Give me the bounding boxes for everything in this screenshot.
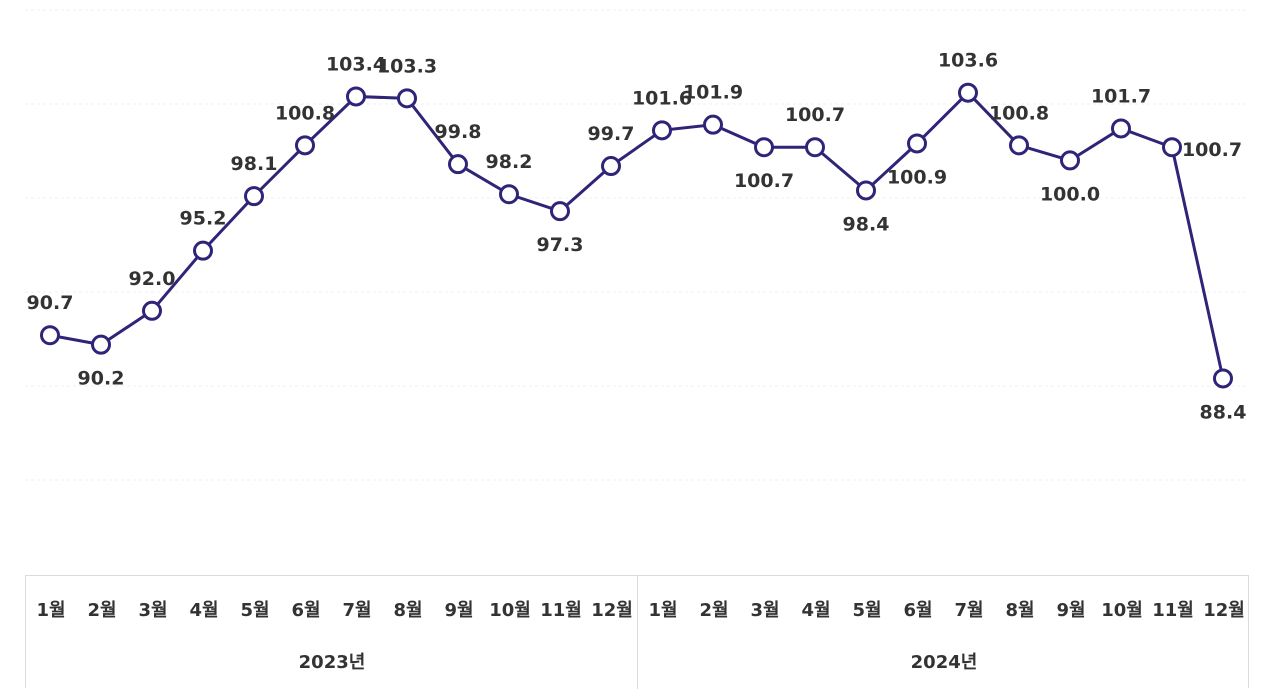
data-label: 103.6 (938, 50, 998, 72)
data-label: 90.7 (27, 292, 74, 314)
x-axis: 1월 2월 3월 4월 5월 6월 7월 8월 9월 10월 11월 12월 1월 2월 3월 4월 5월 6월 7… (25, 575, 1249, 689)
data-point (142, 300, 162, 321)
data-point (244, 186, 264, 207)
data-label: 90.2 (78, 368, 125, 390)
data-point (1060, 150, 1080, 171)
data-label: 97.3 (537, 234, 584, 256)
data-label: 92.0 (129, 268, 176, 290)
data-label: 101.7 (1091, 85, 1151, 107)
month-tick-label: 11월 (540, 600, 582, 621)
month-tick-label: 10월 (489, 600, 531, 621)
year-tick-row: 2023년 2024년 (26, 638, 1248, 689)
data-label: 100.7 (785, 104, 845, 126)
data-label: 88.4 (1200, 401, 1247, 423)
data-label: 101.6 (632, 87, 692, 109)
data-label: 99.7 (588, 123, 635, 145)
year-divider (637, 576, 638, 689)
data-point (805, 137, 825, 158)
month-tick-label: 1월 (36, 600, 66, 621)
month-tick-label: 8월 (1005, 600, 1035, 621)
data-label: 98.2 (486, 151, 533, 173)
series-line (49, 91, 1225, 379)
data-point (91, 334, 111, 355)
data-point (907, 133, 927, 154)
data-label: 103.3 (377, 55, 437, 77)
data-point (346, 86, 366, 107)
data-point (856, 180, 876, 201)
data-point (1213, 368, 1233, 389)
month-tick-label: 2월 (699, 600, 729, 621)
data-label: 98.4 (843, 213, 890, 235)
data-point (601, 156, 621, 177)
year-tick-label: 2023년 (298, 652, 366, 673)
month-tick-label: 4월 (189, 600, 219, 621)
month-tick-label: 8월 (393, 600, 423, 621)
data-label: 103.4 (326, 53, 386, 75)
data-point (1162, 137, 1182, 158)
month-tick-label: 11월 (1152, 600, 1194, 621)
data-label: 101.9 (683, 82, 743, 104)
series-line-layer (49, 91, 1225, 379)
gridlines (25, 9, 1249, 481)
data-label: 99.8 (435, 121, 482, 143)
data-point (1009, 135, 1029, 156)
data-point (193, 240, 213, 261)
data-point (397, 88, 417, 109)
month-tick-label: 6월 (291, 600, 321, 621)
month-tick-label: 7월 (342, 600, 372, 621)
data-point (652, 120, 672, 141)
data-point (295, 135, 315, 156)
data-point (958, 82, 978, 103)
data-label: 100.9 (887, 166, 947, 188)
data-label: 95.2 (180, 208, 227, 230)
data-point (499, 184, 519, 205)
data-points (40, 82, 1233, 389)
month-tick-label: 5월 (852, 600, 882, 621)
data-label: 100.8 (275, 102, 335, 124)
data-point (754, 137, 774, 158)
data-point (448, 154, 468, 175)
data-labels: 90.790.292.095.298.1100.8103.4103.399.89… (27, 50, 1247, 424)
month-tick-label: 9월 (444, 600, 474, 621)
month-tick-label: 4월 (801, 600, 831, 621)
data-label: 100.7 (1182, 139, 1242, 161)
month-tick-label: 9월 (1056, 600, 1086, 621)
month-tick-label: 5월 (240, 600, 270, 621)
data-label: 100.7 (734, 170, 794, 192)
month-tick-label: 2월 (87, 600, 117, 621)
data-point (40, 325, 60, 346)
data-label: 100.8 (989, 102, 1049, 124)
data-point (703, 114, 723, 135)
data-label: 100.0 (1040, 183, 1100, 205)
month-tick-label: 1월 (648, 600, 678, 621)
month-tick-label: 7월 (954, 600, 984, 621)
month-tick-label: 6월 (903, 600, 933, 621)
data-point (550, 201, 570, 222)
month-tick-label: 12월 (1203, 600, 1245, 621)
month-tick-row: 1월 2월 3월 4월 5월 6월 7월 8월 9월 10월 11월 12월 1월 2월 3월 4월 5월 6월 7… (26, 576, 1248, 638)
year-tick-label: 2024년 (910, 652, 978, 673)
month-tick-label: 12월 (591, 600, 633, 621)
data-label: 98.1 (231, 153, 278, 175)
line-chart: 90.790.292.095.298.1100.8103.4103.399.89… (25, 9, 1249, 481)
month-tick-label: 3월 (750, 600, 780, 621)
month-tick-label: 10월 (1101, 600, 1143, 621)
month-tick-label: 3월 (138, 600, 168, 621)
data-point (1111, 118, 1131, 139)
